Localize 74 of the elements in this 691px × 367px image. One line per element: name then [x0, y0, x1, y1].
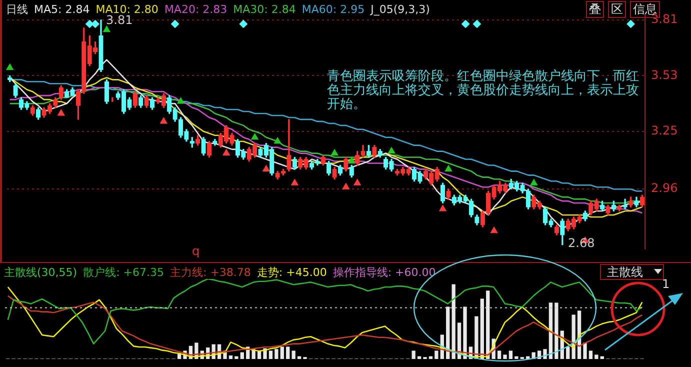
- point: [103, 26, 110, 32]
- bar: [514, 356, 518, 359]
- point: [274, 137, 282, 144]
- bar: [228, 355, 233, 359]
- point: [171, 20, 180, 28]
- bar: [474, 316, 478, 359]
- y-tick-label: 2.96: [651, 181, 678, 196]
- bar: [434, 350, 438, 359]
- annotation: 3.81: [106, 13, 133, 27]
- point: [6, 64, 14, 70]
- point: [331, 149, 338, 156]
- bar: [508, 350, 513, 359]
- point: [626, 20, 635, 28]
- bar: [554, 302, 558, 359]
- point: [177, 98, 184, 104]
- bar: [463, 306, 467, 359]
- annotation: J_05(9,3,3): [370, 3, 430, 16]
- point: [239, 20, 248, 28]
- annotation: 2.68: [568, 236, 595, 250]
- point: [439, 205, 446, 212]
- series-label: 散户线: +67.35: [83, 266, 164, 279]
- point: [222, 149, 230, 156]
- point: [342, 183, 350, 190]
- bar: [286, 346, 290, 359]
- point: [291, 179, 298, 186]
- annotation: 主散线: [607, 265, 643, 279]
- point: [354, 179, 361, 186]
- bar: [292, 350, 296, 359]
- annotation: 区: [608, 1, 626, 18]
- annotation: 青色圈表示吸筹阶段。红色圈中绿色散户线向下，而红色主力线向上将交叉，黄色股价走势线向上，表示上攻开始。: [327, 69, 640, 112]
- annotation: q: [192, 244, 200, 258]
- text: 1: [662, 277, 670, 291]
- bar: [566, 346, 570, 359]
- bar: [240, 352, 244, 359]
- annotation: 叠: [586, 1, 604, 18]
- bar: [594, 354, 598, 359]
- text: 主力线: +38.78: [170, 266, 251, 279]
- bar: [583, 342, 587, 359]
- text: MA10: 2.80: [96, 3, 158, 16]
- bar: [503, 354, 507, 359]
- point: [91, 20, 100, 28]
- point: [262, 165, 270, 172]
- y-tick-label: 3.53: [651, 68, 678, 82]
- bar: [274, 349, 278, 359]
- text: MA5: 2.84: [34, 3, 90, 16]
- bar: [497, 350, 502, 359]
- point: [160, 117, 168, 124]
- bar: [268, 350, 273, 359]
- y-tick-label: 3.25: [651, 124, 678, 138]
- text: MA30: 2.84: [233, 3, 296, 16]
- point: [530, 179, 538, 186]
- text: 走势: +45.00: [256, 266, 327, 279]
- text: MA60: 2.95: [302, 3, 365, 16]
- point: [444, 165, 452, 172]
- bar: [480, 298, 484, 359]
- bar: [486, 290, 490, 359]
- point: [472, 20, 481, 28]
- point: [462, 20, 470, 28]
- point: [58, 109, 65, 116]
- point: [490, 226, 498, 234]
- bar: [452, 284, 456, 359]
- bar: [234, 356, 238, 359]
- point: [251, 133, 258, 140]
- ref-line-label: 操作指导线: +60.00: [332, 266, 436, 279]
- chart-title: 主散线(30,55): [4, 266, 78, 279]
- bar: [177, 354, 182, 359]
- bar: [412, 350, 416, 359]
- bar: [446, 306, 450, 359]
- point: [348, 157, 356, 164]
- annotation: 日线: [6, 3, 28, 16]
- text: MA20: 2.83: [164, 3, 228, 16]
- bar: [280, 346, 284, 359]
- point: [388, 147, 396, 154]
- bar: [588, 350, 593, 359]
